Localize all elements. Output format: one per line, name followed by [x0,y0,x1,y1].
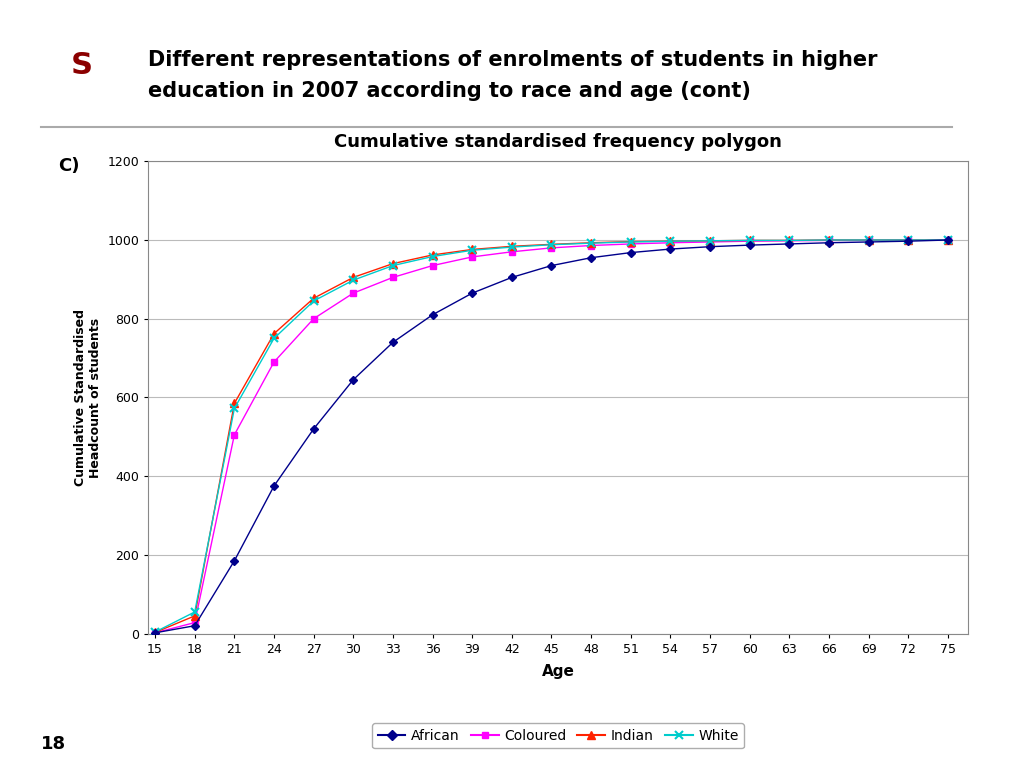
Text: education in 2007 according to race and age (cont): education in 2007 according to race and … [148,81,752,101]
Y-axis label: Cumulative Standardised
Headcount of students: Cumulative Standardised Headcount of stu… [74,309,102,486]
Legend: African, Coloured, Indian, White: African, Coloured, Indian, White [372,723,744,748]
Text: S: S [71,51,93,80]
Title: Cumulative standardised frequency polygon: Cumulative standardised frequency polygo… [334,134,782,151]
Text: Different representations of enrolments of students in higher: Different representations of enrolments … [148,50,878,70]
Text: C): C) [58,157,80,175]
X-axis label: Age: Age [542,664,574,679]
Text: 18: 18 [41,735,67,753]
